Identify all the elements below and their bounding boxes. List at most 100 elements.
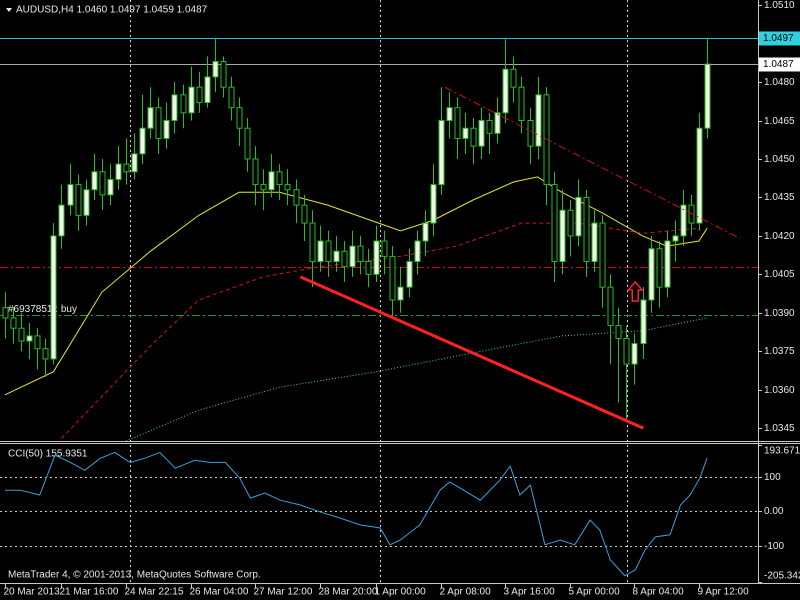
- y-tick-label: 1.0360: [764, 385, 795, 396]
- y-tick-label: 1.0390: [764, 308, 795, 319]
- candle-body: [422, 222, 429, 242]
- y-tick-label: 1.0510: [764, 0, 795, 11]
- buy-arrow: [626, 280, 644, 302]
- candle-body: [559, 209, 566, 263]
- candle-body: [284, 184, 291, 191]
- candle-body: [591, 222, 598, 263]
- candle-body: [83, 189, 90, 216]
- candle-body: [623, 337, 630, 365]
- x-tick-label: 27 Mar 12:00: [254, 587, 313, 598]
- indicator-tick-label: 100: [764, 472, 781, 483]
- chart-title: AUDUSD,H4 1.0460 1.0497 1.0459 1.0487: [16, 5, 208, 16]
- candle-body: [478, 120, 485, 147]
- y-tick-label: 1.0375: [764, 346, 795, 357]
- trendline: [444, 86, 741, 239]
- candle-body: [244, 127, 251, 160]
- x-tick-label: 21 Mar 16:00: [60, 587, 119, 598]
- candle-body: [454, 107, 461, 139]
- candle-body: [535, 94, 542, 147]
- x-tick-label: 8 Apr 04:00: [633, 587, 685, 598]
- candle-body: [696, 127, 703, 224]
- candle-body: [518, 86, 525, 122]
- cci-line: [5, 451, 708, 577]
- candle-body: [462, 127, 469, 139]
- candle-body: [131, 153, 138, 173]
- main-panel: #6937851 : buy: [0, 38, 758, 441]
- candle-body: [317, 240, 324, 263]
- candle-body: [607, 286, 614, 327]
- candle-body: [430, 184, 437, 224]
- indicator-panel: [0, 451, 758, 577]
- price-tag: [759, 31, 800, 46]
- candle-body: [91, 171, 98, 191]
- candle-body: [704, 63, 711, 129]
- candle-body: [139, 127, 146, 155]
- candle-body: [567, 209, 574, 237]
- y-tick-label: 1.0345: [764, 423, 795, 434]
- y-tick-label: 1.0480: [764, 77, 795, 88]
- price-tag-label: 1.0497: [763, 33, 794, 44]
- candle-body: [381, 240, 388, 257]
- period-separators: [130, 0, 628, 583]
- candle-body: [268, 171, 275, 191]
- x-tick-label: 1 Apr 00:00: [375, 587, 427, 598]
- candle-body: [2, 307, 9, 319]
- candle-body: [301, 204, 308, 224]
- candle-body: [180, 94, 187, 114]
- candle-body: [631, 343, 638, 365]
- indicator-tick-label: -205.342: [764, 571, 800, 582]
- candle-body: [67, 184, 74, 206]
- candle-body: [494, 112, 501, 134]
- candle-body: [18, 327, 25, 342]
- candle-body: [527, 120, 534, 147]
- candle-body: [309, 222, 316, 263]
- candle-body: [26, 335, 33, 342]
- candle-body: [107, 178, 114, 196]
- candle-body: [228, 86, 235, 109]
- candle-body: [155, 107, 162, 139]
- indicator-title: CCI(50) 155.9351: [8, 449, 88, 460]
- candle-body: [349, 245, 356, 268]
- candle-body: [333, 250, 340, 263]
- axes: 1.0497 1.0487 1.0510 1.0480 1.0465 1.0450 1.04…: [4, 0, 800, 598]
- candle-body: [486, 120, 493, 134]
- candle-body: [583, 196, 590, 263]
- x-tick-label: 2 Apr 08:00: [440, 587, 492, 598]
- candle-body: [397, 286, 404, 301]
- trendline: [299, 275, 644, 430]
- y-tick-label: 1.0465: [764, 116, 795, 127]
- candle-body: [406, 261, 413, 288]
- candle-body: [325, 240, 332, 263]
- candle-body: [414, 240, 421, 263]
- candle-body: [252, 158, 259, 186]
- x-tick-label: 9 Apr 12:00: [698, 587, 750, 598]
- x-tick-label: 5 Apr 00:00: [569, 587, 621, 598]
- candle-body: [196, 86, 203, 104]
- candle-body: [389, 255, 396, 301]
- candle-body: [260, 184, 267, 191]
- y-tick-label: 1.0435: [764, 192, 795, 203]
- order-label: #6937851 : buy: [8, 304, 77, 315]
- candle-body: [575, 196, 582, 237]
- x-tick-label: 26 Mar 04:00: [190, 587, 249, 598]
- candle-body: [50, 235, 57, 360]
- candle-body: [99, 171, 106, 196]
- candle-body: [640, 299, 647, 345]
- x-tick-label: 24 Mar 22:15: [125, 587, 184, 598]
- candle-body: [212, 61, 219, 78]
- candle-body: [236, 107, 243, 129]
- candle-body: [75, 184, 82, 216]
- candle-body: [341, 250, 348, 268]
- candle-body: [365, 261, 372, 275]
- candle-body: [34, 335, 41, 350]
- y-tick-label: 1.0450: [764, 154, 795, 165]
- candle-body: [373, 240, 380, 275]
- candle-body: [220, 61, 227, 88]
- candle-body: [123, 163, 130, 173]
- candle-body: [163, 120, 170, 139]
- candle-body: [42, 348, 49, 360]
- candle-body: [502, 68, 509, 114]
- footer: MetaTrader 4, © 2001-2013, MetaQuotes So…: [8, 570, 261, 581]
- candle-body: [188, 86, 195, 114]
